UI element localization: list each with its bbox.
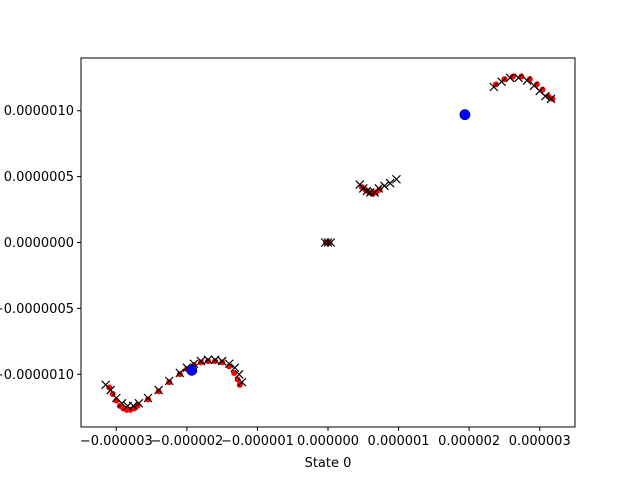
data-point-cross (546, 94, 556, 104)
data-point-cross (326, 238, 336, 247)
x-axis-ticks: −0.000003−0.000002−0.000001 0.000000 0.000… (80, 427, 571, 449)
data-point-cross (154, 385, 164, 395)
data-point-cross (514, 73, 523, 83)
data-point-red (533, 81, 540, 88)
data-point-red (205, 358, 212, 365)
data-point-cross (210, 355, 220, 365)
data-point-cross (505, 73, 515, 83)
data-point-cross (323, 238, 333, 247)
x-tick-label: 0.000001 (368, 434, 430, 449)
y-tick-label: −0.0000005 (0, 302, 74, 317)
x-tick-label: −0.000002 (150, 434, 223, 449)
x-tick-label: −0.000001 (221, 434, 294, 449)
data-point-cross (134, 398, 144, 408)
x-tick-label: 0.000002 (438, 434, 500, 449)
data-point-cross (175, 368, 185, 378)
x-tick-label: 0.000003 (509, 434, 571, 449)
y-tick-label: −0.0000010 (0, 368, 74, 383)
data-point-cross (117, 398, 127, 408)
y-tick-label: 0.0000005 (4, 170, 74, 185)
y-axis-ticks: −0.0000010 −0.0000005 0.0000000 0.0000005 0.… (0, 104, 81, 383)
data-point-red (155, 388, 162, 395)
data-point-cross (489, 82, 499, 92)
data-point-red (539, 86, 546, 93)
data-point-cross (128, 401, 138, 411)
data-point-red (176, 371, 183, 378)
y-tick-label: 0.0000000 (4, 236, 74, 251)
data-point-cross (522, 75, 532, 85)
y-tick-label: 0.0000010 (4, 104, 74, 119)
data-point-cross (385, 178, 395, 188)
data-point-cross (224, 359, 234, 369)
data-point-red (326, 239, 333, 246)
data-point-cross (234, 369, 244, 379)
data-point-red (509, 73, 516, 80)
data-point-cross (143, 393, 153, 403)
x-tick-label: −0.000003 (80, 434, 153, 449)
data-point-blue (186, 364, 198, 376)
data-point-blue (459, 109, 471, 121)
data-point-red (166, 379, 173, 386)
data-point-cross (380, 181, 389, 191)
data-point-red (518, 73, 525, 80)
data-point-red (197, 359, 204, 366)
data-point-cross (217, 356, 227, 366)
data-point-red (526, 76, 533, 83)
data-point-cross (540, 91, 550, 101)
data-point-cross (196, 356, 206, 366)
data-point-red (145, 396, 152, 403)
data-point-red (234, 376, 241, 383)
data-point-cross (374, 184, 384, 193)
data-point-cross (497, 77, 507, 87)
data-point-cross (365, 187, 375, 197)
data-point-cross (230, 363, 240, 373)
x-axis-label: State 0 (305, 456, 352, 471)
data-point-red (212, 358, 219, 365)
data-point-red (134, 402, 141, 409)
data-point-cross (392, 174, 401, 184)
data-point-red (219, 359, 226, 366)
x-tick-label: 0.000000 (297, 434, 359, 449)
data-point-cross (164, 376, 174, 386)
data-point-cross (106, 385, 116, 395)
data-point-cross (237, 377, 247, 387)
data-point-red (106, 384, 113, 391)
data-point-red (549, 95, 556, 102)
data-point-cross (203, 355, 213, 365)
plot-marks (101, 73, 556, 413)
